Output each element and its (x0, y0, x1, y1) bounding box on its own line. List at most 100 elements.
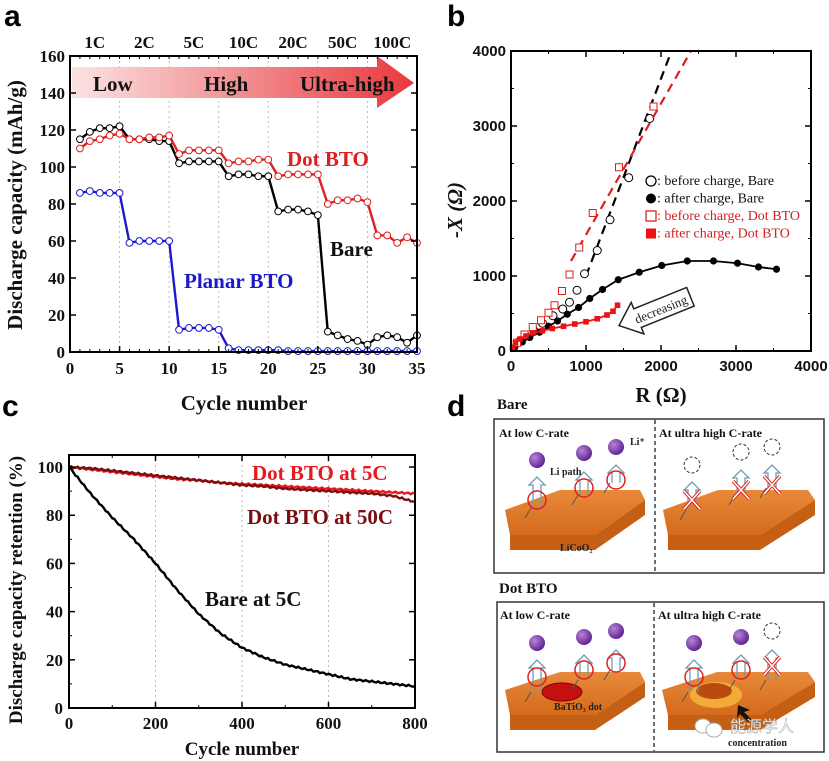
a-data-point (333, 196, 342, 205)
li-path-arrow-tail (571, 679, 579, 691)
a-data-point (204, 324, 213, 332)
li-path-arrow-icon (762, 464, 782, 488)
b-data-point (509, 345, 516, 351)
dot-bto-right-caption: At ultra high C-rate (658, 608, 762, 622)
li-path-arrow-icon (527, 476, 547, 508)
a-y-tick-label: 100 (40, 158, 66, 177)
rate-arrow-label-ultra-high: Ultra-high (300, 72, 395, 96)
a-data-point (76, 189, 84, 197)
b-data-point (530, 330, 537, 336)
b-data-point (553, 317, 562, 325)
b-data-point (614, 276, 622, 284)
a-x-axis-title: Cycle number (181, 391, 308, 415)
li-ion-label: Li⁺ (630, 437, 645, 448)
b-data-point (544, 308, 553, 317)
b-x-tick-label: 3000 (719, 358, 752, 375)
a-data-point (145, 133, 154, 142)
a-label-bare: Bare (330, 237, 373, 261)
li-path-arrow-tail (681, 691, 689, 703)
bare-left-substrate (505, 490, 645, 550)
batio3-dot (541, 682, 583, 702)
c-series-line-dot-bto-at-5c (68, 465, 416, 496)
b-data-point (624, 173, 634, 183)
open-path-ring-icon (527, 667, 547, 687)
watermark-text: 能源学人 (730, 717, 794, 736)
li-path-arrow-icon (682, 481, 702, 510)
blocked-path-cross-inner (763, 475, 781, 495)
a-data-point (343, 335, 352, 343)
b-data-point (580, 269, 589, 279)
a-y-tick-label: 80 (48, 195, 65, 214)
c-y-tick-label: 40 (46, 603, 63, 622)
b-y-tick-label: 1000 (473, 268, 506, 285)
li-ion-icon (608, 623, 624, 639)
li-path-arrow-icon (606, 464, 626, 483)
b-y-tick-label: 0 (498, 343, 506, 360)
li-ion-icon (608, 439, 624, 455)
a-data-point (115, 129, 124, 138)
a-data-point (304, 170, 312, 179)
bare-title: Bare (497, 397, 528, 413)
b-y-tick-label: 2000 (473, 193, 506, 210)
panel-letter-c: c (2, 390, 19, 423)
a-data-point (85, 127, 94, 136)
li-path-arrow-icon (527, 659, 547, 692)
a-data-point (214, 146, 223, 155)
a-rate-label: 50C (328, 33, 357, 52)
a-data-point (403, 338, 411, 347)
a-data-point (274, 172, 283, 181)
c-label-dot-bto-50c: Dot BTO at 50C (247, 505, 393, 529)
a-data-point (125, 238, 134, 247)
b-data-point (605, 215, 615, 225)
li-path-arrow-tail (571, 494, 579, 506)
a-x-tick-label: 35 (409, 359, 426, 378)
a-data-point (224, 172, 233, 181)
a-data-point (95, 135, 104, 144)
missing-li-ion-icon (683, 456, 701, 474)
a-data-point (185, 157, 193, 166)
a-data-point (194, 157, 203, 166)
a-data-point (323, 327, 332, 336)
li-path-arrow-icon (606, 649, 626, 670)
li-path-arrow-tail (524, 507, 532, 519)
b-data-point (586, 294, 594, 303)
b-x-tick-label: 4000 (794, 358, 827, 375)
a-data-point (85, 187, 94, 195)
a-x-tick-label: 20 (260, 359, 277, 378)
a-data-point (304, 207, 312, 216)
a-data-point (254, 155, 263, 164)
b-data-point (733, 259, 742, 267)
concentration-pointer-arrow (737, 705, 752, 722)
b-data-point (604, 312, 610, 318)
a-data-point (194, 324, 203, 332)
a-data-point (294, 205, 302, 214)
b-data-point (614, 302, 621, 309)
b-legend-marker (645, 210, 657, 222)
b-legend: : before charge, Bare: after charge, Bar… (645, 174, 800, 242)
a-data-point (185, 324, 193, 332)
a-data-point (343, 196, 352, 205)
a-data-point (175, 150, 183, 158)
batio3-dot-core (696, 683, 732, 699)
rate-arrow-label-low: Low (93, 72, 134, 96)
a-x-tick-label: 5 (115, 359, 124, 378)
b-data-point (645, 114, 655, 123)
b-data-point (772, 265, 781, 273)
a-data-point (175, 159, 183, 168)
a-data-point (224, 159, 233, 168)
open-path-ring-icon (574, 660, 594, 680)
b-legend-marker (645, 175, 657, 187)
a-data-point (383, 231, 392, 240)
li-path-arrow-tail (679, 509, 687, 521)
b-x-tick-label: 0 (507, 358, 515, 375)
b-data-point (588, 209, 597, 217)
c-y-tick-label: 80 (46, 506, 63, 525)
a-data-point (125, 135, 134, 144)
a-label-dot-bto: Dot BTO (287, 147, 369, 171)
a-data-point (165, 237, 174, 245)
a-y-tick-label: 140 (40, 84, 66, 103)
a-rate-label: 1C (84, 33, 105, 52)
a-data-point (333, 331, 342, 340)
